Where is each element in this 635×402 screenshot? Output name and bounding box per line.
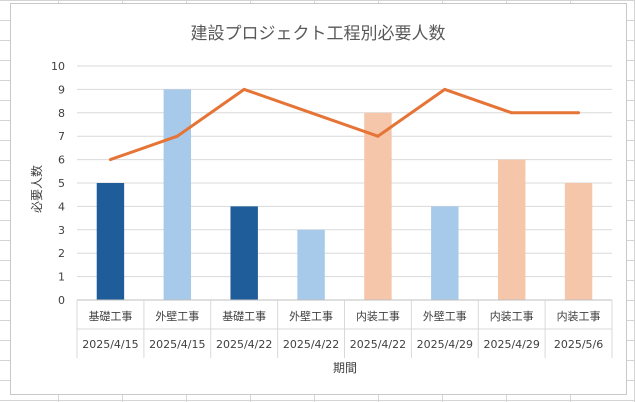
- y-tick-label: 6: [58, 154, 65, 167]
- x-tick-process: 内装工事: [490, 309, 534, 323]
- y-tick-label: 1: [58, 271, 65, 284]
- y-tick-label: 8: [58, 107, 65, 120]
- line-point: [175, 134, 179, 138]
- line-point: [376, 134, 380, 138]
- x-axis-title: 期間: [333, 361, 357, 375]
- y-tick-label: 7: [58, 130, 65, 143]
- x-tick-date: 2025/4/29: [483, 338, 539, 351]
- y-tick-label: 4: [58, 200, 65, 213]
- bar[interactable]: [297, 229, 325, 300]
- line-series[interactable]: [109, 87, 579, 162]
- line-point: [510, 111, 514, 115]
- y-axis-title: 必要人数: [29, 165, 44, 213]
- line-point: [443, 87, 447, 91]
- y-tick-label: 0: [58, 294, 65, 307]
- y-tick-label: 3: [58, 224, 65, 237]
- x-tick-process: 内装工事: [557, 309, 601, 323]
- x-tick-date: 2025/4/29: [417, 338, 473, 351]
- x-tick-process: 外壁工事: [155, 309, 199, 323]
- y-tick-label: 2: [58, 247, 65, 260]
- chart-area[interactable]: 建設プロジェクト工程別必要人数 0 1 2 3 4 5 6 7 8 9 10 基礎工事 2025/4/…: [10, 3, 627, 395]
- line-point: [242, 87, 246, 91]
- line-point: [577, 111, 581, 115]
- y-tick-label: 9: [58, 83, 65, 96]
- x-tick-process: 基礎工事: [88, 310, 132, 323]
- x-tick-process: 外壁工事: [289, 309, 333, 323]
- bar[interactable]: [163, 89, 192, 301]
- bar[interactable]: [364, 112, 392, 300]
- x-tick-date: 2025/4/15: [82, 338, 138, 351]
- x-tick-date: 2025/4/15: [149, 338, 205, 351]
- bar[interactable]: [96, 183, 125, 300]
- x-tick-date: 2025/4/22: [283, 338, 339, 351]
- x-tick-process: 外壁工事: [423, 309, 467, 323]
- y-tick-label: 10: [51, 60, 65, 73]
- bar[interactable]: [497, 159, 526, 300]
- bar[interactable]: [564, 183, 593, 300]
- y-tick-label: 5: [58, 177, 65, 190]
- x-tick-date: 2025/4/22: [350, 338, 406, 351]
- x-tick-date: 2025/5/6: [554, 338, 603, 351]
- bar[interactable]: [431, 206, 459, 300]
- chart-title: 建設プロジェクト工程別必要人数: [191, 24, 446, 44]
- bar[interactable]: [230, 206, 258, 300]
- line-point: [108, 158, 112, 162]
- chart-svg: 建設プロジェクト工程別必要人数 0 1 2 3 4 5 6 7 8 9 10 基礎工事 2025/4/…: [29, 24, 613, 375]
- x-tick-process: 基礎工事: [222, 310, 266, 323]
- x-tick-process: 内装工事: [356, 309, 400, 323]
- x-tick-date: 2025/4/22: [216, 338, 272, 351]
- line-point: [309, 111, 313, 115]
